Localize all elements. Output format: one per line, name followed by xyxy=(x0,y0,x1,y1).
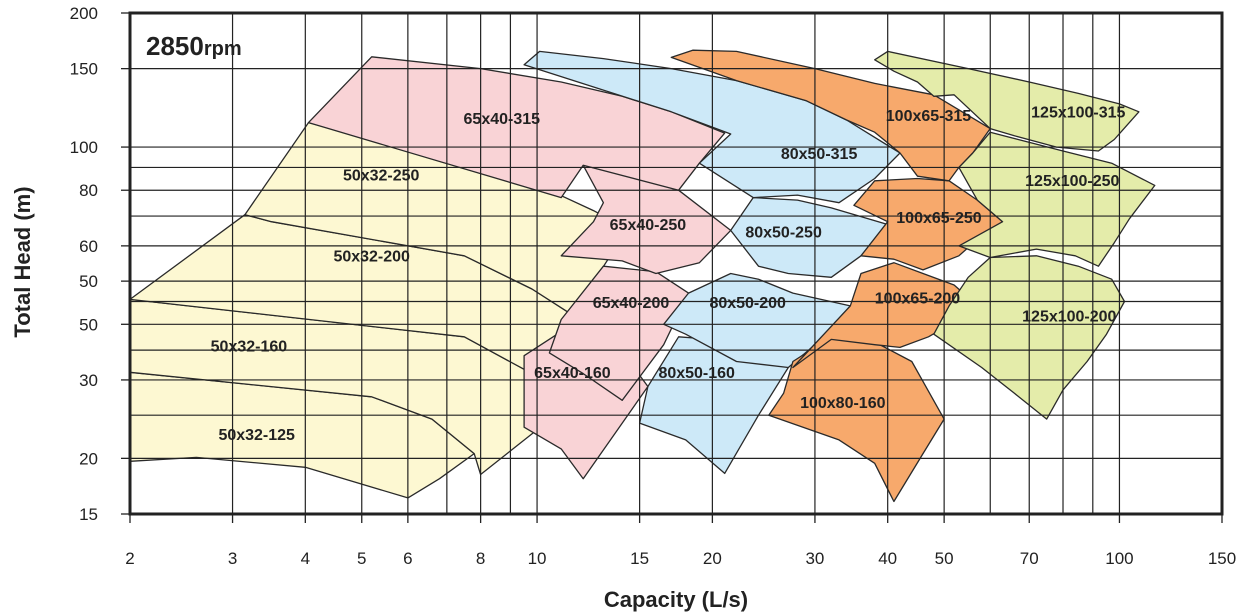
x-tick-label: 20 xyxy=(703,549,722,568)
region-label-100x65-200: 100x65-200 xyxy=(875,291,961,308)
y-tick-label: 20 xyxy=(79,449,98,468)
region-label-100x65-315: 100x65-315 xyxy=(886,108,972,125)
y-tick-label: 50 xyxy=(79,315,98,334)
x-tick-label: 70 xyxy=(1020,549,1039,568)
region-label-100x80-160: 100x80-160 xyxy=(800,395,886,412)
region-label-65x40-160: 65x40-160 xyxy=(534,365,611,382)
region-label-125x100-200: 125x100-200 xyxy=(1022,308,1116,325)
x-tick-label: 150 xyxy=(1208,549,1236,568)
region-label-50x32-200: 50x32-200 xyxy=(333,249,410,266)
region-label-65x40-250: 65x40-250 xyxy=(610,217,687,234)
x-tick-label: 10 xyxy=(528,549,547,568)
region-label-65x40-200: 65x40-200 xyxy=(593,295,670,312)
speed-label: 2850rpm xyxy=(146,31,242,61)
region-label-80x50-200: 80x50-200 xyxy=(709,295,786,312)
region-label-80x50-250: 80x50-250 xyxy=(745,225,822,242)
y-axis-title: Total Head (m) xyxy=(10,186,35,337)
x-tick-label: 4 xyxy=(301,549,310,568)
x-axis-title: Capacity (L/s) xyxy=(604,587,748,612)
x-tick-label: 2 xyxy=(125,549,134,568)
region-label-125x100-250: 125x100-250 xyxy=(1025,173,1119,190)
speed-unit: rpm xyxy=(204,38,242,60)
y-tick-label: 50 xyxy=(79,272,98,291)
y-tick-label: 100 xyxy=(70,138,98,157)
region-label-50x32-250: 50x32-250 xyxy=(343,167,420,184)
region-label-100x65-250: 100x65-250 xyxy=(896,210,982,227)
y-tick-label: 60 xyxy=(79,237,98,256)
y-tick-label: 15 xyxy=(79,505,98,524)
x-tick-label: 3 xyxy=(228,549,237,568)
x-tick-label: 5 xyxy=(357,549,366,568)
x-tick-label: 50 xyxy=(935,549,954,568)
region-label-80x50-315: 80x50-315 xyxy=(781,146,858,163)
y-tick-label: 80 xyxy=(79,181,98,200)
x-tick-label: 6 xyxy=(403,549,412,568)
y-tick-label: 200 xyxy=(70,4,98,23)
speed-value: 2850 xyxy=(146,31,204,61)
x-tick-label: 40 xyxy=(878,549,897,568)
x-tick-label: 8 xyxy=(476,549,485,568)
x-tick-label: 30 xyxy=(805,549,824,568)
region-label-125x100-315: 125x100-315 xyxy=(1031,105,1125,122)
region-label-65x40-315: 65x40-315 xyxy=(464,111,541,128)
y-tick-label: 150 xyxy=(70,60,98,79)
y-tick-label: 30 xyxy=(79,371,98,390)
x-tick-label: 100 xyxy=(1105,549,1133,568)
region-label-50x32-160: 50x32-160 xyxy=(211,339,288,356)
region-label-50x32-125: 50x32-125 xyxy=(218,427,295,444)
x-tick-label: 15 xyxy=(630,549,649,568)
region-label-80x50-160: 80x50-160 xyxy=(658,365,735,382)
region-100x80-160 xyxy=(769,337,944,502)
